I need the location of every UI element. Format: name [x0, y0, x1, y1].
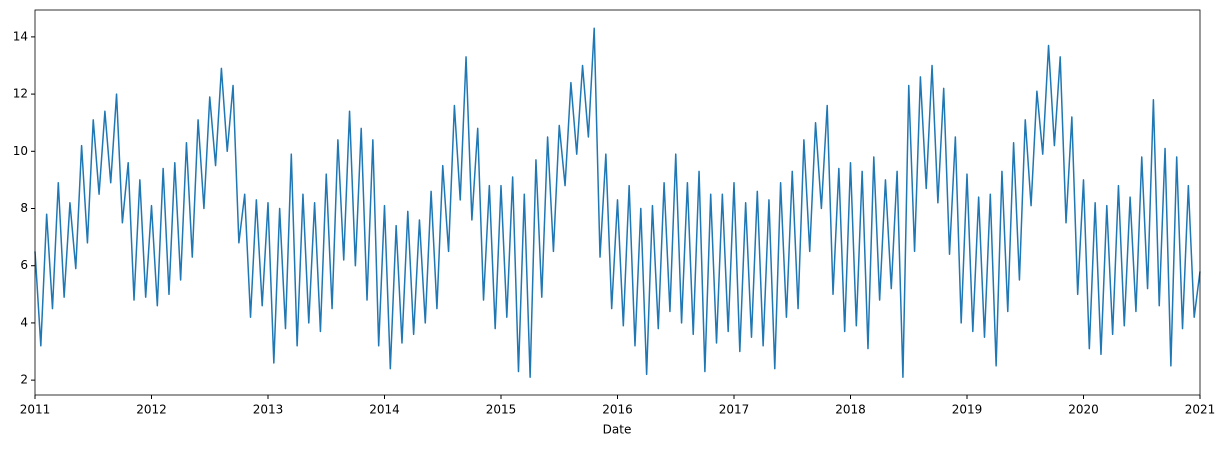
x-tick-label: 2016: [602, 403, 633, 417]
series-line: [34, 27, 1201, 379]
x-tick-label: 2018: [835, 403, 866, 417]
plot-frame: [34, 9, 1201, 396]
y-tick-label: 2: [20, 373, 28, 387]
x-tick-label: 2017: [719, 403, 750, 417]
x-tick-label: 2021: [1185, 403, 1216, 417]
y-tick-label: 10: [13, 144, 28, 158]
y-tick-label: 8: [20, 201, 28, 215]
x-tick-label: 2015: [486, 403, 517, 417]
x-tick-label: 2019: [952, 403, 983, 417]
y-tick-label: 14: [13, 29, 28, 43]
x-tick-label: 2012: [136, 403, 167, 417]
y-tick-label: 6: [20, 258, 28, 272]
y-tick-label: 12: [13, 87, 28, 101]
x-axis-label: Date: [603, 423, 632, 437]
x-tick-label: 2020: [1068, 403, 1099, 417]
x-tick-label: 2013: [253, 403, 284, 417]
x-tick-label: 2014: [369, 403, 400, 417]
y-tick-label: 4: [20, 315, 28, 329]
x-tick-label: 2011: [20, 403, 51, 417]
